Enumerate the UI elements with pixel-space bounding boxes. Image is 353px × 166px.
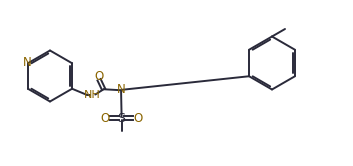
Text: O: O (95, 70, 104, 83)
Text: N: N (117, 83, 126, 96)
Text: NH: NH (84, 90, 101, 100)
Text: N: N (23, 56, 32, 69)
Text: O: O (133, 112, 143, 125)
Text: S: S (118, 112, 126, 125)
Text: O: O (101, 112, 110, 125)
